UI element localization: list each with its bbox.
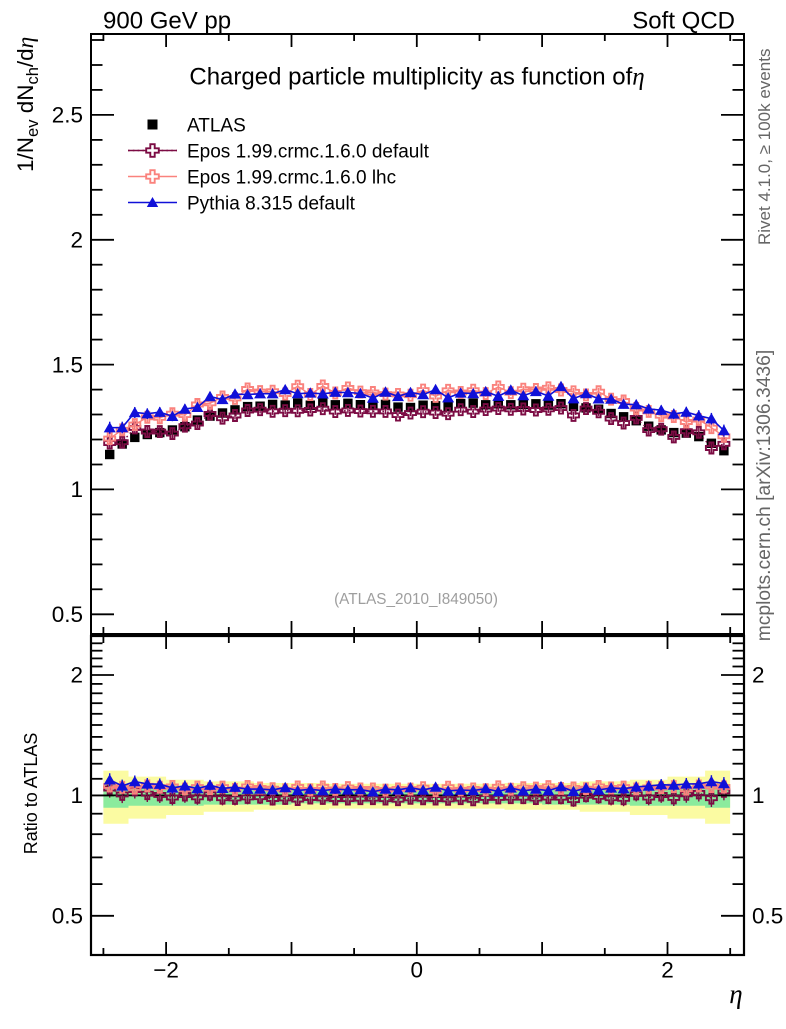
svg-text:Rivet 4.1.0, ≥ 100k events: Rivet 4.1.0, ≥ 100k events (755, 49, 774, 245)
svg-text:2: 2 (752, 663, 765, 688)
svg-text:1.5: 1.5 (52, 352, 83, 377)
svg-text:0.5: 0.5 (752, 904, 783, 929)
svg-text:2: 2 (70, 227, 83, 252)
svg-text:2: 2 (70, 663, 83, 688)
svg-text:Ratio to ATLAS: Ratio to ATLAS (21, 733, 41, 855)
svg-text:Epos 1.99.crmc.1.6.0 lhc: Epos 1.99.crmc.1.6.0 lhc (187, 167, 396, 188)
svg-text:Charged particle multiplicity: Charged particle multiplicity as functio… (189, 64, 644, 91)
svg-text:(ATLAS_2010_I849050): (ATLAS_2010_I849050) (334, 591, 498, 608)
svg-text:Soft QCD: Soft QCD (632, 8, 735, 35)
svg-text:0: 0 (411, 958, 424, 983)
svg-text:1: 1 (70, 477, 83, 502)
svg-text:−2: −2 (153, 958, 179, 983)
svg-text:1/Nev dNch/dη: 1/Nev dNch/dη (13, 37, 42, 172)
svg-text:ATLAS: ATLAS (187, 115, 246, 136)
svg-text:2.5: 2.5 (52, 103, 83, 128)
svg-text:η: η (729, 979, 742, 1009)
svg-text:1: 1 (752, 783, 765, 808)
svg-text:900 GeV pp: 900 GeV pp (103, 8, 231, 35)
svg-text:1: 1 (70, 783, 83, 808)
svg-text:0.5: 0.5 (52, 904, 83, 929)
svg-text:Epos 1.99.crmc.1.6.0 default: Epos 1.99.crmc.1.6.0 default (187, 141, 430, 162)
svg-text:Pythia 8.315 default: Pythia 8.315 default (187, 193, 356, 214)
svg-text:2: 2 (661, 958, 674, 983)
svg-text:0.5: 0.5 (52, 602, 83, 627)
svg-text:mcplots.cern.ch [arXiv:1306.34: mcplots.cern.ch [arXiv:1306.3436] (754, 350, 775, 642)
